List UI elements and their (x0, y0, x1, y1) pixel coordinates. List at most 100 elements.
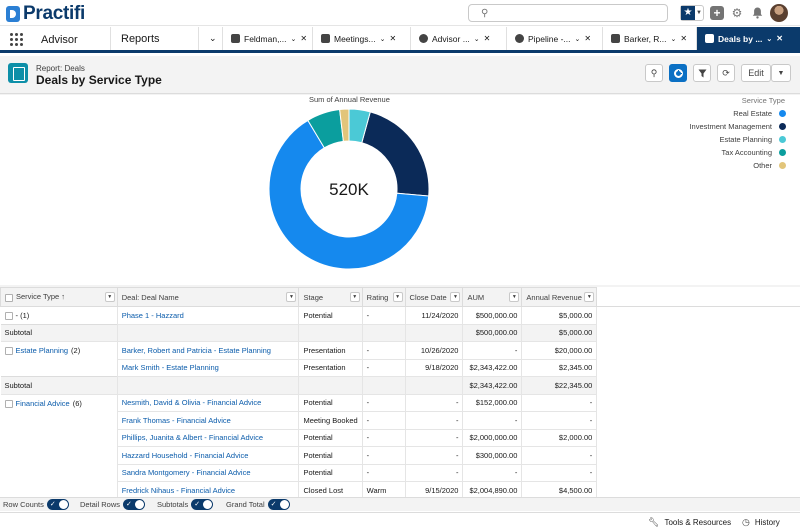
table-row: Sandra Montgomery - Financial Advice Pote… (1, 464, 800, 482)
tab-meetings[interactable]: Meetings... ⌄ ✕ (312, 27, 410, 50)
column-header-aum[interactable]: AUM ▼ (462, 287, 523, 307)
group-checkbox[interactable] (4, 312, 13, 321)
legend-label: Real Estate (733, 109, 772, 118)
gear-icon[interactable]: ⚙ (731, 6, 743, 20)
nav-item-reports[interactable]: Reports (110, 27, 198, 50)
more-actions-button[interactable]: ▼ (771, 64, 791, 82)
close-icon[interactable]: ✕ (680, 34, 688, 43)
deal-name-link[interactable]: Phillips, Juanita & Albert - Financial A… (117, 429, 300, 447)
user-avatar[interactable] (770, 4, 788, 22)
column-header-annual-revenue[interactable]: Annual Revenue ▼ (521, 287, 598, 307)
deal-name-link[interactable]: Phase 1 - Hazzard (117, 306, 300, 325)
grand-total-toggle[interactable]: Grand Total ✓ (226, 499, 290, 510)
legend-label: Investment Management (689, 122, 772, 131)
app-launcher-icon[interactable] (10, 33, 23, 46)
deal-name-link[interactable]: Nesmith, David & Olivia - Financial Advi… (117, 394, 300, 412)
chevron-down-icon[interactable]: ▼ (104, 292, 115, 302)
close-icon[interactable]: ✕ (389, 34, 397, 43)
chevron-down-icon[interactable]: ▼ (286, 292, 297, 302)
group-label[interactable]: Financial Advice (15, 398, 70, 408)
legend-item[interactable]: Real Estate (733, 109, 786, 118)
bell-icon[interactable] (750, 6, 764, 20)
tools-resources-button[interactable]: 🔧︎ Tools & Resources (648, 517, 731, 528)
detail-rows-toggle[interactable]: Detail Rows ✓ (80, 499, 146, 510)
group-checkbox[interactable] (4, 347, 13, 356)
chevron-down-icon[interactable]: ▼ (509, 292, 520, 302)
global-search-input[interactable]: ⚲ (468, 4, 668, 22)
report-header: Report: Deals Deals by Service Type ⚲ ⟳ … (0, 56, 800, 94)
tab-pipeline[interactable]: Pipeline -... ⌄ ✕ (506, 27, 602, 50)
deal-name-link[interactable]: Hazzard Household - Financial Advice (117, 446, 300, 465)
select-all-checkbox[interactable] (5, 293, 13, 302)
chevron-down-icon[interactable]: ⌄ (290, 35, 297, 43)
global-actions-plus-icon[interactable]: + (710, 6, 724, 20)
legend-swatch (779, 123, 786, 130)
column-header-stage[interactable]: Stage ▼ (298, 287, 363, 307)
nav-more-chevron[interactable]: ⌄ (198, 27, 222, 50)
empty-cell (597, 447, 800, 465)
row-counts-toggle[interactable]: Row Counts ✓ (3, 499, 69, 510)
subtotals-toggle[interactable]: Subtotals ✓ (157, 499, 214, 510)
column-header-deal-name[interactable]: Deal: Deal Name ▼ (116, 287, 300, 307)
subtotal-empty (117, 323, 300, 342)
deal-name-link[interactable]: Sandra Montgomery - Financial Advice (117, 464, 300, 482)
donut-chart[interactable]: 520K (0, 95, 800, 285)
chevron-down-icon[interactable]: ▼ (450, 292, 461, 302)
group-label[interactable]: Estate Planning (15, 346, 69, 355)
chevron-down-icon[interactable]: ▼ (392, 292, 403, 302)
legend-swatch (779, 162, 786, 169)
deal-name-link[interactable]: Frank Thomas - Financial Advice (117, 411, 300, 430)
toggle-switch[interactable]: ✓ (191, 499, 214, 510)
table-row: Hazzard Household - Financial Advice Pote… (1, 446, 800, 465)
refresh-button[interactable]: ⟳ (717, 64, 735, 82)
chevron-down-icon[interactable]: ⌄ (670, 35, 677, 43)
close-icon[interactable]: ✕ (483, 34, 491, 43)
chevron-down-icon[interactable]: ⌄ (574, 35, 581, 43)
tab-feldman[interactable]: Feldman,... ⌄ ✕ (222, 27, 312, 50)
search-report-button[interactable]: ⚲ (645, 64, 663, 82)
toggle-chart-button[interactable] (669, 64, 687, 82)
chevron-down-icon[interactable]: ⌄ (379, 35, 386, 43)
legend-item[interactable]: Other (753, 161, 786, 170)
annual-revenue-cell: - (521, 464, 598, 482)
tab-barker[interactable]: Barker, R... ⌄ ✕ (602, 27, 696, 50)
tab-advisor[interactable]: Advisor ... ⌄ ✕ (410, 27, 506, 50)
report-toggles-bar: Row Counts ✓ Detail Rows ✓ Subtotals ✓ G… (0, 497, 800, 511)
donut-slice-investment-management[interactable] (361, 111, 430, 197)
edit-button[interactable]: Edit (741, 64, 771, 82)
group-count: (2) (71, 346, 81, 355)
tab-deals-by-service-type[interactable]: Deals by ... ⌄ ✕ (696, 27, 800, 50)
close-icon[interactable]: ✕ (300, 34, 308, 43)
legend-item[interactable]: Investment Management (689, 122, 786, 131)
chevron-down-icon[interactable]: ⌄ (473, 35, 480, 43)
chevron-down-icon: ▼ (696, 10, 702, 16)
group-checkbox[interactable] (4, 399, 13, 408)
toggle-switch[interactable]: ✓ (46, 499, 69, 510)
toggle-switch[interactable]: ✓ (123, 499, 146, 510)
legend-item[interactable]: Tax Accounting (722, 148, 786, 157)
deal-name-link[interactable]: Fredrick Nihaus - Financial Advice (117, 481, 300, 497)
close-icon[interactable]: ✕ (584, 34, 592, 43)
donut-slice-estate-planning[interactable] (348, 108, 371, 144)
legend-item[interactable]: Estate Planning (719, 135, 786, 144)
practifi-logo[interactable]: Practifi (6, 3, 85, 25)
favorites-button[interactable]: ★ ▼ (680, 5, 704, 21)
account-icon (611, 34, 620, 43)
table-row: Frank Thomas - Financial Advice Meeting B… (1, 411, 800, 430)
subtotal-empty (117, 376, 300, 395)
column-header-rating[interactable]: Rating ▼ (361, 287, 406, 307)
donut-slice-real-estate[interactable] (268, 119, 430, 270)
deal-name-link[interactable]: Mark Smith - Estate Planning (117, 359, 300, 377)
chevron-down-icon[interactable]: ▼ (584, 292, 595, 302)
deal-name-link[interactable]: Barker, Robert and Patricia - Estate Pla… (117, 341, 300, 360)
close-icon[interactable]: ✕ (776, 34, 783, 43)
filter-button[interactable] (693, 64, 711, 82)
legend-title: Service Type (741, 96, 785, 105)
chevron-down-icon[interactable]: ⌄ (766, 35, 773, 43)
toggle-switch[interactable]: ✓ (267, 499, 290, 510)
column-header-close-date[interactable]: Close Date ▼ (404, 287, 464, 307)
chevron-down-icon[interactable]: ▼ (349, 292, 360, 302)
column-header-service-type[interactable]: Service Type ↑ ▼ (0, 287, 118, 307)
history-button[interactable]: ◷ History (742, 517, 780, 528)
annual-revenue-cell: - (521, 411, 598, 430)
